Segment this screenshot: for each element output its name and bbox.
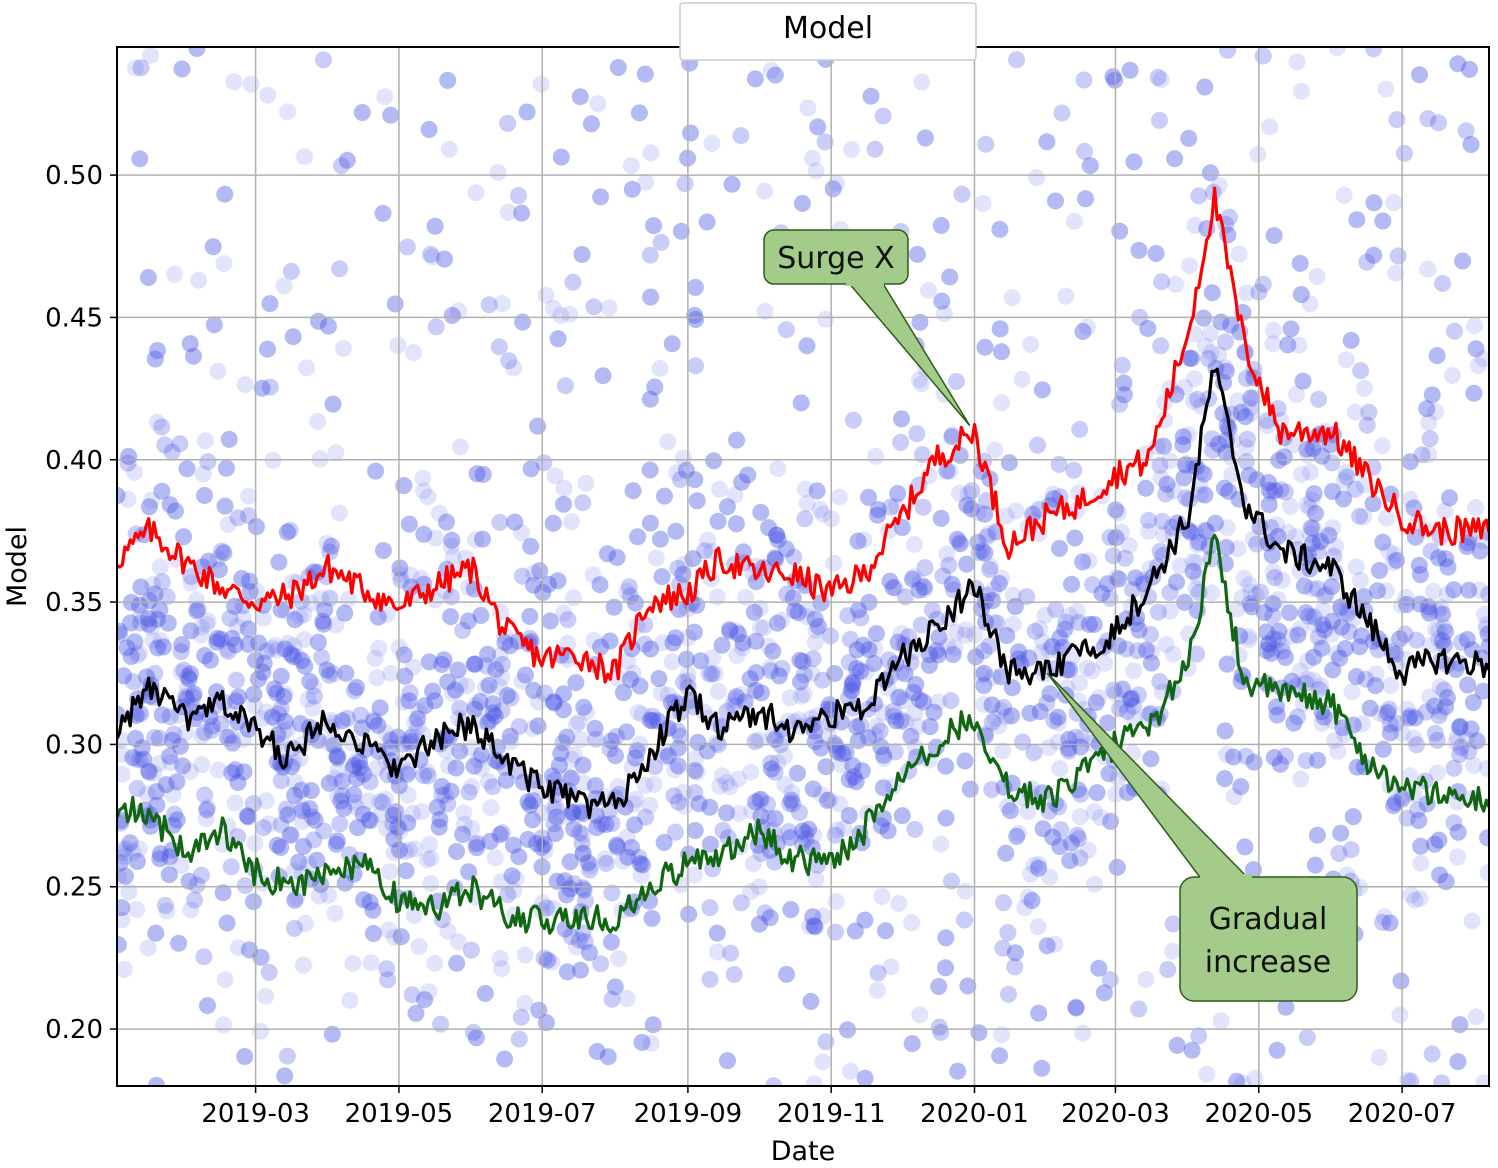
- y-tick-label: 0.45: [45, 303, 103, 333]
- x-tick-label: 2020-05: [1204, 1099, 1313, 1129]
- chart-title-box: Model: [679, 2, 977, 61]
- x-tick-label: 2019-05: [345, 1099, 454, 1129]
- y-tick-label: 0.40: [45, 446, 103, 476]
- callout-label-line-2: increase: [1205, 945, 1331, 980]
- callout-seam: [1200, 874, 1252, 880]
- x-tick-label: 2020-07: [1348, 1099, 1457, 1129]
- x-tick-label: 2020-01: [920, 1099, 1029, 1129]
- x-tick-label: 2019-11: [777, 1099, 886, 1129]
- callout-label: Surge X: [777, 241, 894, 276]
- y-tick-label: 0.50: [45, 161, 103, 191]
- series-line-3: [117, 533, 1489, 935]
- y-axis-label: Model: [2, 526, 33, 607]
- x-axis-label: Date: [771, 1136, 836, 1167]
- callout-label-line-1: Gradual: [1209, 902, 1328, 937]
- y-tick-label: 0.25: [45, 873, 103, 903]
- chart-title: Model: [783, 11, 873, 46]
- x-tick-label: 2019-07: [488, 1099, 597, 1129]
- x-tick-label: 2019-09: [634, 1099, 743, 1129]
- series-line-1: [117, 186, 1489, 684]
- y-axis-ticks: 0.20 0.25 0.30 0.35 0.40 0.45 0.50: [45, 161, 117, 1045]
- callout-pointer: [846, 281, 971, 427]
- x-tick-label: 2019-03: [201, 1099, 310, 1129]
- x-axis-ticks: 2019-03 2019-05 2019-07 2019-09 2019-11 2020-…: [201, 1086, 1456, 1129]
- y-tick-label: 0.35: [45, 588, 103, 618]
- y-tick-label: 0.30: [45, 730, 103, 760]
- series-lines: [117, 186, 1489, 935]
- y-tick-label: 0.20: [45, 1015, 103, 1045]
- series-line-2: [117, 367, 1489, 820]
- callout-seam: [846, 280, 884, 286]
- callout-gradual-increase: Gradual increase: [1046, 672, 1358, 1002]
- annotations: Surge X Gradual increase: [763, 229, 1358, 1002]
- callout-surge-x: Surge X: [763, 229, 971, 427]
- callout-box: [1179, 876, 1358, 1002]
- grid-lines: [117, 47, 1489, 1086]
- x-tick-label: 2020-03: [1061, 1099, 1170, 1129]
- callout-box: [763, 229, 909, 285]
